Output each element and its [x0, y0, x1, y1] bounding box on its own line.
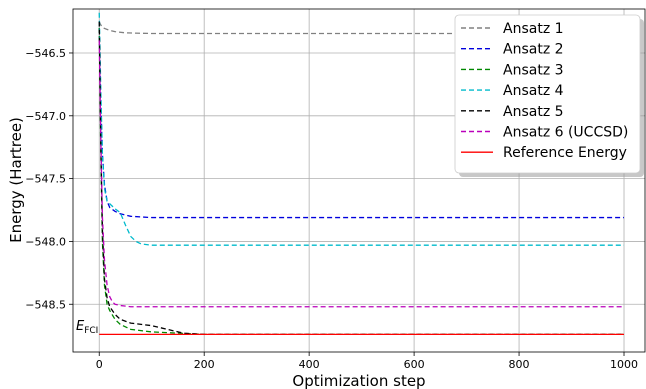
series-lines: [98, 12, 625, 336]
series-line-ansatz-6-uccsd: [98, 40, 625, 308]
series-line-ansatz-5: [98, 21, 625, 336]
legend-label: Ansatz 2: [503, 42, 564, 58]
y-axis-ticks: −546.5 −547.0 −547.5 −548.0 −548.5: [25, 47, 73, 311]
series-line-ansatz-1: [98, 21, 625, 35]
y-tick-label: −546.5: [25, 47, 66, 60]
legend-label: Ansatz 6 (UCCSD): [503, 125, 628, 141]
legend-label: Reference Energy: [503, 145, 627, 161]
efci-annotation: EFCI: [76, 319, 98, 336]
y-tick-label: −547.5: [25, 173, 66, 186]
legend-box: [454, 14, 641, 174]
y-axis-label: Energy (Hartree): [7, 117, 25, 243]
series-line-ansatz-4: [98, 12, 625, 246]
x-tick-label: 200: [194, 358, 215, 371]
legend-entries: Ansatz 1 Ansatz 2 Ansatz 3 Ansatz 4 Ansatz 5…: [461, 21, 628, 161]
legend-label: Ansatz 5: [503, 104, 564, 120]
x-axis-ticks: 0 200 400 600 800 1000: [96, 352, 638, 371]
y-tick-label: −547.0: [25, 110, 66, 123]
legend-label: Ansatz 3: [503, 62, 564, 78]
y-tick-label: −548.5: [25, 298, 66, 311]
x-tick-label: 0: [96, 358, 103, 371]
legend-label: Ansatz 1: [503, 21, 564, 37]
legend: Ansatz 1 Ansatz 2 Ansatz 3 Ansatz 4 Ansatz 5…: [454, 14, 644, 177]
x-tick-label: 600: [404, 358, 425, 371]
plot-frame: [72, 8, 646, 353]
x-axis-label: Optimization step: [292, 372, 425, 389]
x-tick-label: 1000: [610, 358, 638, 371]
x-tick-label: 800: [509, 358, 530, 371]
series-line-ansatz-3: [98, 27, 625, 336]
y-tick-label: −548.0: [25, 235, 66, 248]
legend-label: Ansatz 4: [503, 83, 564, 99]
x-tick-label: 400: [299, 358, 320, 371]
